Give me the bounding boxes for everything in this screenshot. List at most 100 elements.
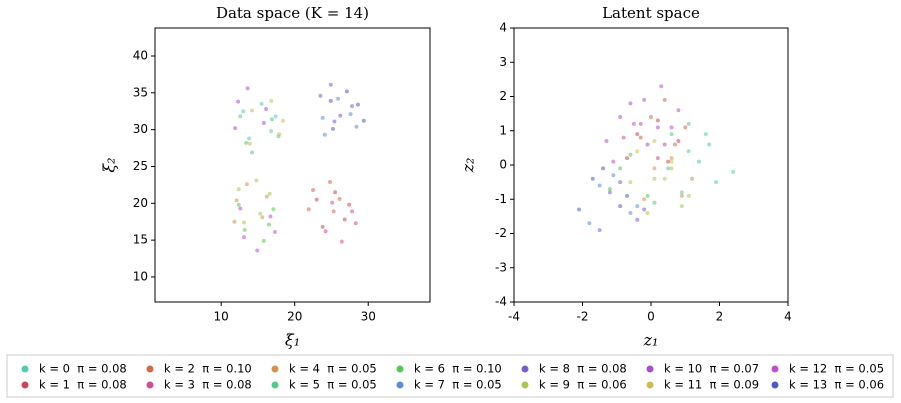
point xyxy=(348,112,353,117)
point xyxy=(241,220,246,225)
point xyxy=(683,125,688,130)
y-tick-label: -4 xyxy=(495,295,507,309)
point xyxy=(642,197,647,202)
y-tick-label: -2 xyxy=(495,226,507,240)
point xyxy=(635,217,640,222)
point xyxy=(232,219,237,224)
y-tick-label: 25 xyxy=(133,159,148,173)
point xyxy=(242,227,247,232)
legend-label: k = 1 π = 0.08 xyxy=(39,378,127,392)
point xyxy=(607,190,612,195)
point xyxy=(331,209,336,214)
y-tick-label: 0 xyxy=(499,158,507,172)
point xyxy=(266,222,271,227)
point xyxy=(625,193,630,198)
point xyxy=(353,221,358,226)
legend-box xyxy=(6,354,894,398)
point xyxy=(323,229,328,234)
x-tick-label: 20 xyxy=(287,310,302,324)
x-tick-label: 0 xyxy=(647,310,655,324)
point xyxy=(628,210,633,215)
legend-label: k = 13 π = 0.06 xyxy=(789,378,884,392)
point xyxy=(261,238,266,243)
point xyxy=(652,200,657,205)
point xyxy=(618,166,623,171)
point xyxy=(333,190,338,195)
point xyxy=(642,207,647,212)
point xyxy=(618,204,623,209)
axes-frame xyxy=(513,27,789,303)
point xyxy=(241,235,246,240)
x-tick-label: 30 xyxy=(361,310,376,324)
point xyxy=(244,140,249,145)
legend-marker xyxy=(521,381,529,389)
point xyxy=(662,176,667,181)
point xyxy=(679,190,684,195)
chart-title: Data space (K = 14) xyxy=(216,4,369,22)
legend-label: k = 2 π = 0.10 xyxy=(164,362,252,376)
point xyxy=(659,84,664,89)
point xyxy=(250,150,255,155)
point xyxy=(269,117,274,122)
point xyxy=(655,125,660,130)
legend-label: k = 9 π = 0.06 xyxy=(539,378,627,392)
point xyxy=(318,93,323,98)
legend-label: k = 6 π = 0.10 xyxy=(414,362,502,376)
point xyxy=(259,101,264,106)
point xyxy=(361,118,366,123)
point xyxy=(355,102,360,107)
legend-marker xyxy=(271,365,279,373)
legend-marker xyxy=(396,365,404,373)
y-tick-label: 10 xyxy=(133,269,148,283)
y-tick-label: 30 xyxy=(133,122,148,136)
point xyxy=(676,108,681,113)
y-tick-label: 40 xyxy=(133,48,148,62)
point xyxy=(354,124,359,129)
point xyxy=(676,139,681,144)
x-tick-label: -2 xyxy=(577,310,589,324)
point xyxy=(618,115,623,120)
point xyxy=(344,89,349,94)
x-tick-label: -4 xyxy=(508,310,520,324)
point xyxy=(255,248,260,253)
point xyxy=(330,200,335,205)
legend-marker xyxy=(146,381,154,389)
y-tick-label: 4 xyxy=(499,21,507,35)
point xyxy=(247,136,252,141)
point xyxy=(652,166,657,171)
point xyxy=(590,176,595,181)
point xyxy=(236,187,241,192)
y-tick-label: 1 xyxy=(499,123,507,137)
point xyxy=(342,217,347,222)
legend-marker xyxy=(146,365,154,373)
point xyxy=(238,114,243,119)
y-axis-label: ξ₂ xyxy=(100,157,119,172)
point xyxy=(337,196,342,201)
point xyxy=(607,186,612,191)
point xyxy=(244,182,249,187)
point xyxy=(269,129,274,134)
point xyxy=(666,166,671,171)
point xyxy=(672,142,677,147)
point xyxy=(669,125,674,130)
point xyxy=(306,207,311,212)
legend-label: k = 5 π = 0.05 xyxy=(289,378,377,392)
point xyxy=(703,132,708,137)
point xyxy=(245,86,250,91)
point xyxy=(328,179,332,184)
point xyxy=(714,180,719,185)
point xyxy=(350,104,355,109)
point xyxy=(655,156,660,161)
point xyxy=(611,173,616,178)
point xyxy=(339,239,344,244)
point xyxy=(264,194,269,199)
x-axis-label: z₁ xyxy=(643,331,659,350)
point xyxy=(679,193,684,198)
legend-label: k = 12 π = 0.05 xyxy=(789,362,884,376)
point xyxy=(652,139,657,144)
point xyxy=(679,204,684,209)
point xyxy=(618,180,623,185)
point xyxy=(280,118,285,123)
point xyxy=(628,152,633,157)
legend-marker xyxy=(646,381,654,389)
